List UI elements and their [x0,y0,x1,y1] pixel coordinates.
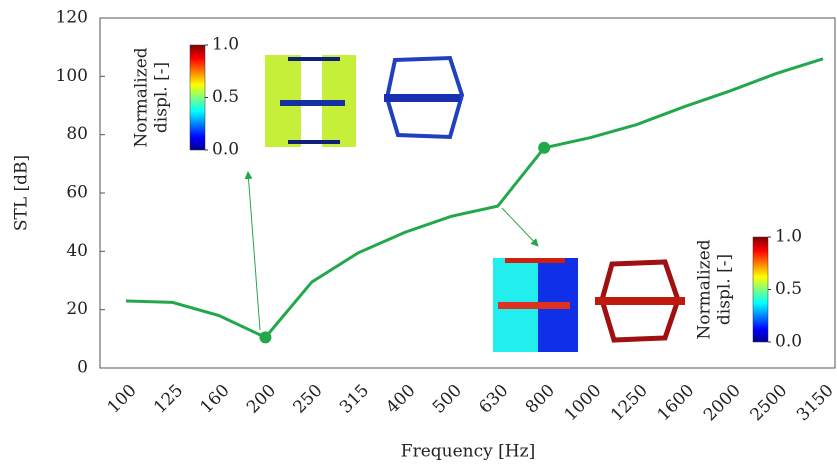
chart: Frequency [Hz] STL [dB] 0 20 40 60 80 100 120 1… [0,0,837,468]
x-tick-label: 500 [429,381,466,418]
y-tick-label: 100 [56,66,88,86]
x-axis-label: Frequency [Hz] [401,442,535,462]
x-tick-label: 250 [289,381,326,418]
x-tick-label: 800 [522,381,559,418]
arrow [502,208,538,246]
x-tick-label: 315 [336,381,373,418]
x-tick-label: 630 [475,381,512,418]
x-tick-label: 100 [104,381,141,418]
colorbar-tick-label: 0.0 [775,332,802,352]
x-tick-label: 3150 [793,381,837,426]
colorbar-tick-label: 0.5 [212,87,239,107]
y-tick-label: 20 [66,299,88,319]
x-tick-label: 125 [150,381,187,418]
y-tick-label: 80 [66,124,88,144]
colorbar-label: Normalized [695,239,715,339]
colorbar [753,237,768,342]
inset-structure-1 [265,55,462,147]
inset-structure-2 [493,258,685,352]
highlight-point [538,142,550,154]
colorbar-label: Normalized [132,47,152,147]
x-tick-label: 2000 [700,381,745,426]
colorbar-label: displ. [-] [152,62,172,133]
x-tick-label: 200 [243,381,280,418]
x-tick-label: 1250 [607,381,652,426]
colorbar-tick-label: 1.0 [212,35,239,55]
x-tick-label: 160 [197,381,234,418]
x-tick-label: 1600 [654,381,699,426]
arrow [248,172,260,330]
colorbar-tick-label: 1.0 [775,227,802,247]
colorbar-tick-label: 0.5 [775,279,802,299]
y-tick-label: 40 [66,241,88,261]
colorbar [190,45,205,150]
y-tick-label: 60 [66,183,88,203]
y-axis-label: STL [dB] [12,155,32,231]
colorbar-label: displ. [-] [715,254,735,325]
y-tick-label: 120 [56,8,88,28]
x-tick-label: 1000 [561,381,606,426]
highlight-point [259,331,271,343]
x-tick-label: 400 [382,381,419,418]
colorbar-tick-label: 0.0 [212,140,239,160]
x-tick-label: 2500 [747,381,792,426]
page: Frequency [Hz] STL [dB] 0 20 40 60 80 100 120 1… [0,0,837,468]
y-tick-label: 0 [77,358,88,378]
